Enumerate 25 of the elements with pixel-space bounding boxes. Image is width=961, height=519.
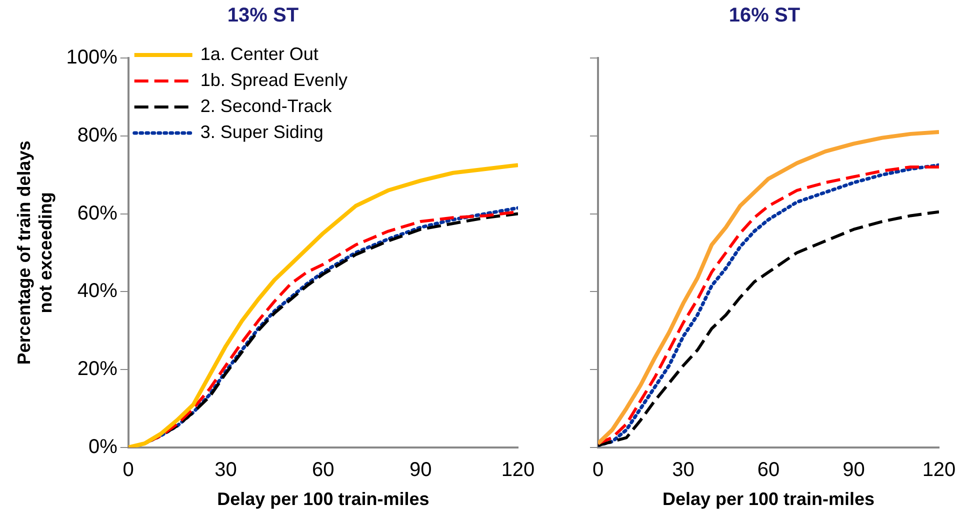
legend-label: 2. Second-Track bbox=[200, 96, 333, 116]
y-tick-label: 100% bbox=[66, 46, 118, 69]
x-tick-label: 30 bbox=[672, 458, 694, 481]
x-tick-label: 90 bbox=[409, 458, 432, 481]
legend-label: 1b. Spread Evenly bbox=[200, 70, 348, 90]
chart-title: 16% ST bbox=[728, 4, 800, 27]
legend-label: 3. Super Siding bbox=[200, 122, 324, 142]
x-tick-label: 120 bbox=[922, 458, 956, 481]
y-tick-label: 20% bbox=[77, 358, 118, 380]
x-tick-label: 120 bbox=[501, 458, 535, 481]
x-tick-label: 90 bbox=[842, 458, 865, 481]
x-axis-title: Delay per 100 train-miles bbox=[662, 489, 875, 510]
y-tick-label: 0% bbox=[88, 436, 118, 458]
legend-label: 1a. Center Out bbox=[200, 44, 318, 64]
x-tick-label: 60 bbox=[312, 458, 334, 481]
x-tick-label: 30 bbox=[214, 458, 237, 481]
chart-title: 13% ST bbox=[227, 4, 299, 27]
x-tick-label: 0 bbox=[592, 458, 604, 481]
y-tick-label: 60% bbox=[77, 202, 118, 224]
x-tick-label: 0 bbox=[122, 458, 134, 481]
x-axis-title: Delay per 100 train-miles bbox=[217, 489, 430, 510]
x-tick-label: 60 bbox=[757, 458, 780, 481]
y-tick-label: 40% bbox=[77, 280, 118, 302]
y-tick-label: 80% bbox=[77, 124, 118, 146]
y-axis-title: Percentage of train delays not exceeding bbox=[14, 140, 56, 365]
